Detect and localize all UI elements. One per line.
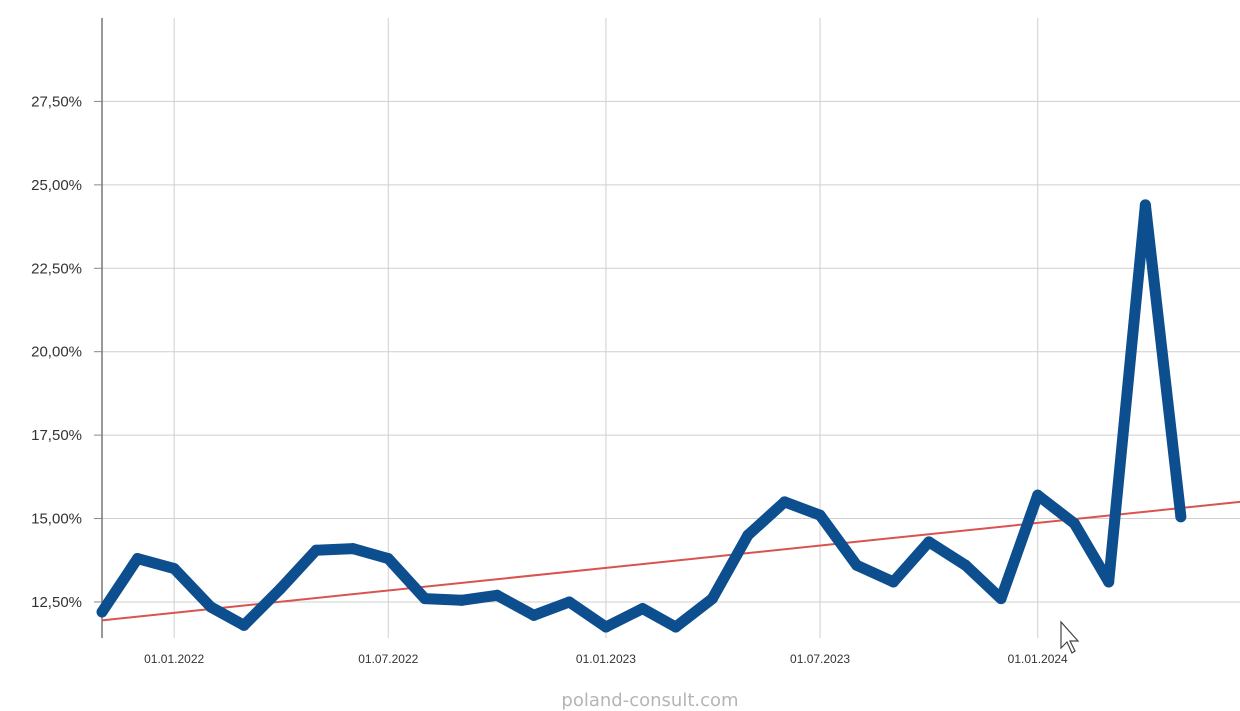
data-point	[491, 589, 503, 601]
watermark-text: poland-consult.com	[561, 690, 738, 711]
data-point	[779, 496, 791, 508]
data-point	[1103, 576, 1115, 588]
data-point	[887, 576, 899, 588]
data-point	[563, 596, 575, 608]
data-point	[742, 529, 754, 541]
data-point	[382, 553, 394, 565]
data-point	[670, 621, 682, 633]
y-tick-label: 15,00%	[31, 511, 82, 528]
data-point	[923, 536, 935, 548]
data-point	[96, 606, 108, 618]
y-tick-label: 20,00%	[31, 344, 82, 361]
data-point	[347, 543, 359, 555]
data-point	[814, 509, 826, 521]
data-point	[1068, 518, 1080, 530]
data-point	[706, 593, 718, 605]
y-tick-label: 22,50%	[31, 260, 82, 277]
y-axis-ticks: 12,50% 15,00% 17,50% 20,00% 22,50% 25,00% 27,5…	[31, 93, 102, 611]
data-point	[528, 609, 540, 621]
x-tick-label: 01.01.2022	[144, 652, 204, 666]
x-axis-ticks: 01.01.2022 01.07.2022 01.01.2023 01.07.2023…	[144, 652, 1068, 666]
data-point	[168, 563, 180, 575]
grid-lines	[102, 18, 1240, 638]
y-tick-label: 25,00%	[31, 177, 82, 194]
data-point	[995, 593, 1007, 605]
data-point	[851, 559, 863, 571]
data-point	[600, 621, 612, 633]
x-tick-label: 01.01.2023	[576, 652, 636, 666]
data-point	[310, 544, 322, 556]
data-point	[131, 553, 143, 565]
data-point	[456, 594, 468, 606]
y-tick-label: 17,50%	[31, 427, 82, 444]
data-point	[1175, 511, 1187, 523]
data-point	[205, 601, 217, 613]
y-tick-label: 12,50%	[31, 594, 82, 611]
y-tick-label: 27,50%	[31, 93, 82, 110]
data-point	[960, 559, 972, 571]
data-point	[419, 593, 431, 605]
series-group	[96, 199, 1187, 633]
data-point	[275, 583, 287, 595]
data-point	[1032, 489, 1044, 501]
mouse-cursor-icon	[1060, 620, 1080, 654]
data-point	[1139, 199, 1151, 211]
data-point	[637, 603, 649, 615]
x-tick-label: 01.01.2024	[1008, 652, 1068, 666]
trend-line	[101, 500, 1240, 622]
x-tick-label: 01.07.2023	[790, 652, 850, 666]
x-tick-label: 01.07.2022	[358, 652, 418, 666]
data-point	[238, 619, 250, 631]
